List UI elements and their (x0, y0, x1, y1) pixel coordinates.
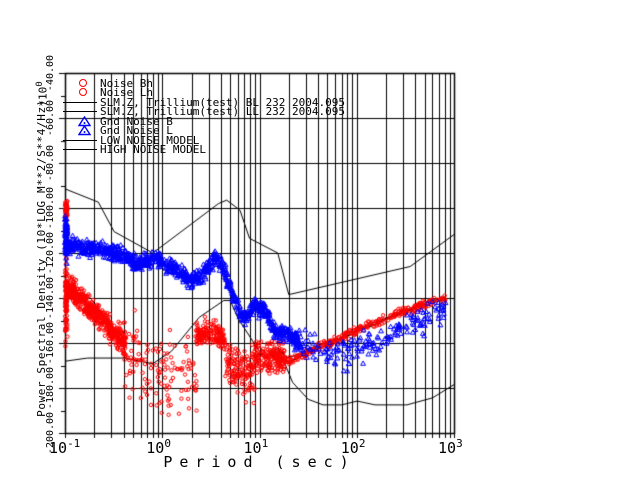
circle-marker-icon (63, 79, 99, 88)
legend-item-label: SLM.Z, Trillium(test) LL 232 2004.095 (100, 105, 346, 119)
x-tick-label: 103 (438, 437, 463, 457)
y-tick-label: -120.00 (45, 231, 56, 275)
line-marker-icon (63, 136, 99, 145)
x-tick-label: 100 (146, 437, 171, 457)
legend-item-label: Noise Lh (100, 86, 153, 100)
line-marker-icon (63, 145, 99, 154)
y-tick-label: -160.00 (45, 321, 56, 365)
y-tick-label: -180.00 (45, 366, 56, 410)
line-marker-icon (63, 139, 97, 141)
legend-item-label: Noise Bh (100, 77, 153, 90)
triangle-marker-icon (78, 125, 91, 136)
triangle-marker-icon (63, 125, 99, 136)
legend-item-label: HIGH NOISE MODEL (100, 143, 206, 157)
legend-item-label: Gnd Noise L (100, 124, 173, 138)
legend-item-label: LOW NOISE MODEL (100, 133, 200, 147)
line-marker-icon (63, 149, 97, 151)
x-axis-title: Period (sec) (163, 453, 356, 471)
circle-marker-icon (63, 88, 99, 97)
circle-marker-icon (79, 79, 87, 87)
line-marker-icon (63, 101, 97, 103)
legend-item-label: Gnd Noise B (100, 114, 173, 128)
y-tick-label: -100.00 (45, 186, 56, 230)
x-tick-label: 101 (243, 437, 269, 457)
legend-item-label: SLM.Z, Trillium(test) BL 232 2004.095 (100, 95, 346, 109)
y-tick-label: -40.00 (45, 54, 56, 92)
x-tick-label: 102 (340, 437, 366, 457)
circle-marker-icon (79, 88, 87, 97)
x-tick-label: 10-1 (49, 437, 81, 457)
y-tick-label: -60.00 (45, 99, 56, 137)
line-marker-icon (63, 111, 97, 113)
y-tick-label: -80.00 (45, 144, 56, 182)
y-tick-label: -140.00 (45, 276, 56, 320)
line-marker-icon (63, 98, 99, 107)
line-marker-icon (63, 107, 99, 116)
